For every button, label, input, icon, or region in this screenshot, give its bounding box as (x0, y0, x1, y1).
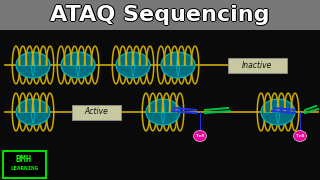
Text: ATAQ Sequencing: ATAQ Sequencing (50, 5, 269, 25)
Text: ATAQ Sequencing: ATAQ Sequencing (51, 5, 270, 25)
Text: Inactive: Inactive (242, 60, 272, 69)
Text: ATAQ Sequencing: ATAQ Sequencing (50, 5, 269, 25)
Text: Active: Active (84, 107, 108, 116)
Text: Tn5: Tn5 (196, 134, 204, 138)
Text: ATAQ Sequencing: ATAQ Sequencing (50, 5, 269, 25)
Text: ATAQ Sequencing: ATAQ Sequencing (51, 5, 270, 25)
Ellipse shape (61, 52, 95, 78)
Text: Tn5: Tn5 (296, 134, 304, 138)
Ellipse shape (194, 130, 206, 141)
Ellipse shape (293, 130, 307, 141)
Text: ATAQ Sequencing: ATAQ Sequencing (51, 5, 270, 25)
Text: LEARNING: LEARNING (10, 166, 38, 172)
Bar (0, 0, 320, 30)
Ellipse shape (261, 99, 295, 125)
Ellipse shape (146, 99, 180, 125)
FancyBboxPatch shape (228, 57, 286, 73)
FancyBboxPatch shape (3, 150, 45, 177)
Ellipse shape (16, 52, 50, 78)
Text: ATAQ Sequencing: ATAQ Sequencing (50, 4, 270, 24)
Text: ATAQ Sequencing: ATAQ Sequencing (50, 5, 270, 25)
Text: ATAQ Sequencing: ATAQ Sequencing (50, 6, 270, 26)
Ellipse shape (16, 99, 50, 125)
Text: BMH: BMH (16, 156, 32, 165)
Ellipse shape (161, 52, 195, 78)
FancyBboxPatch shape (71, 105, 121, 120)
Ellipse shape (116, 52, 150, 78)
